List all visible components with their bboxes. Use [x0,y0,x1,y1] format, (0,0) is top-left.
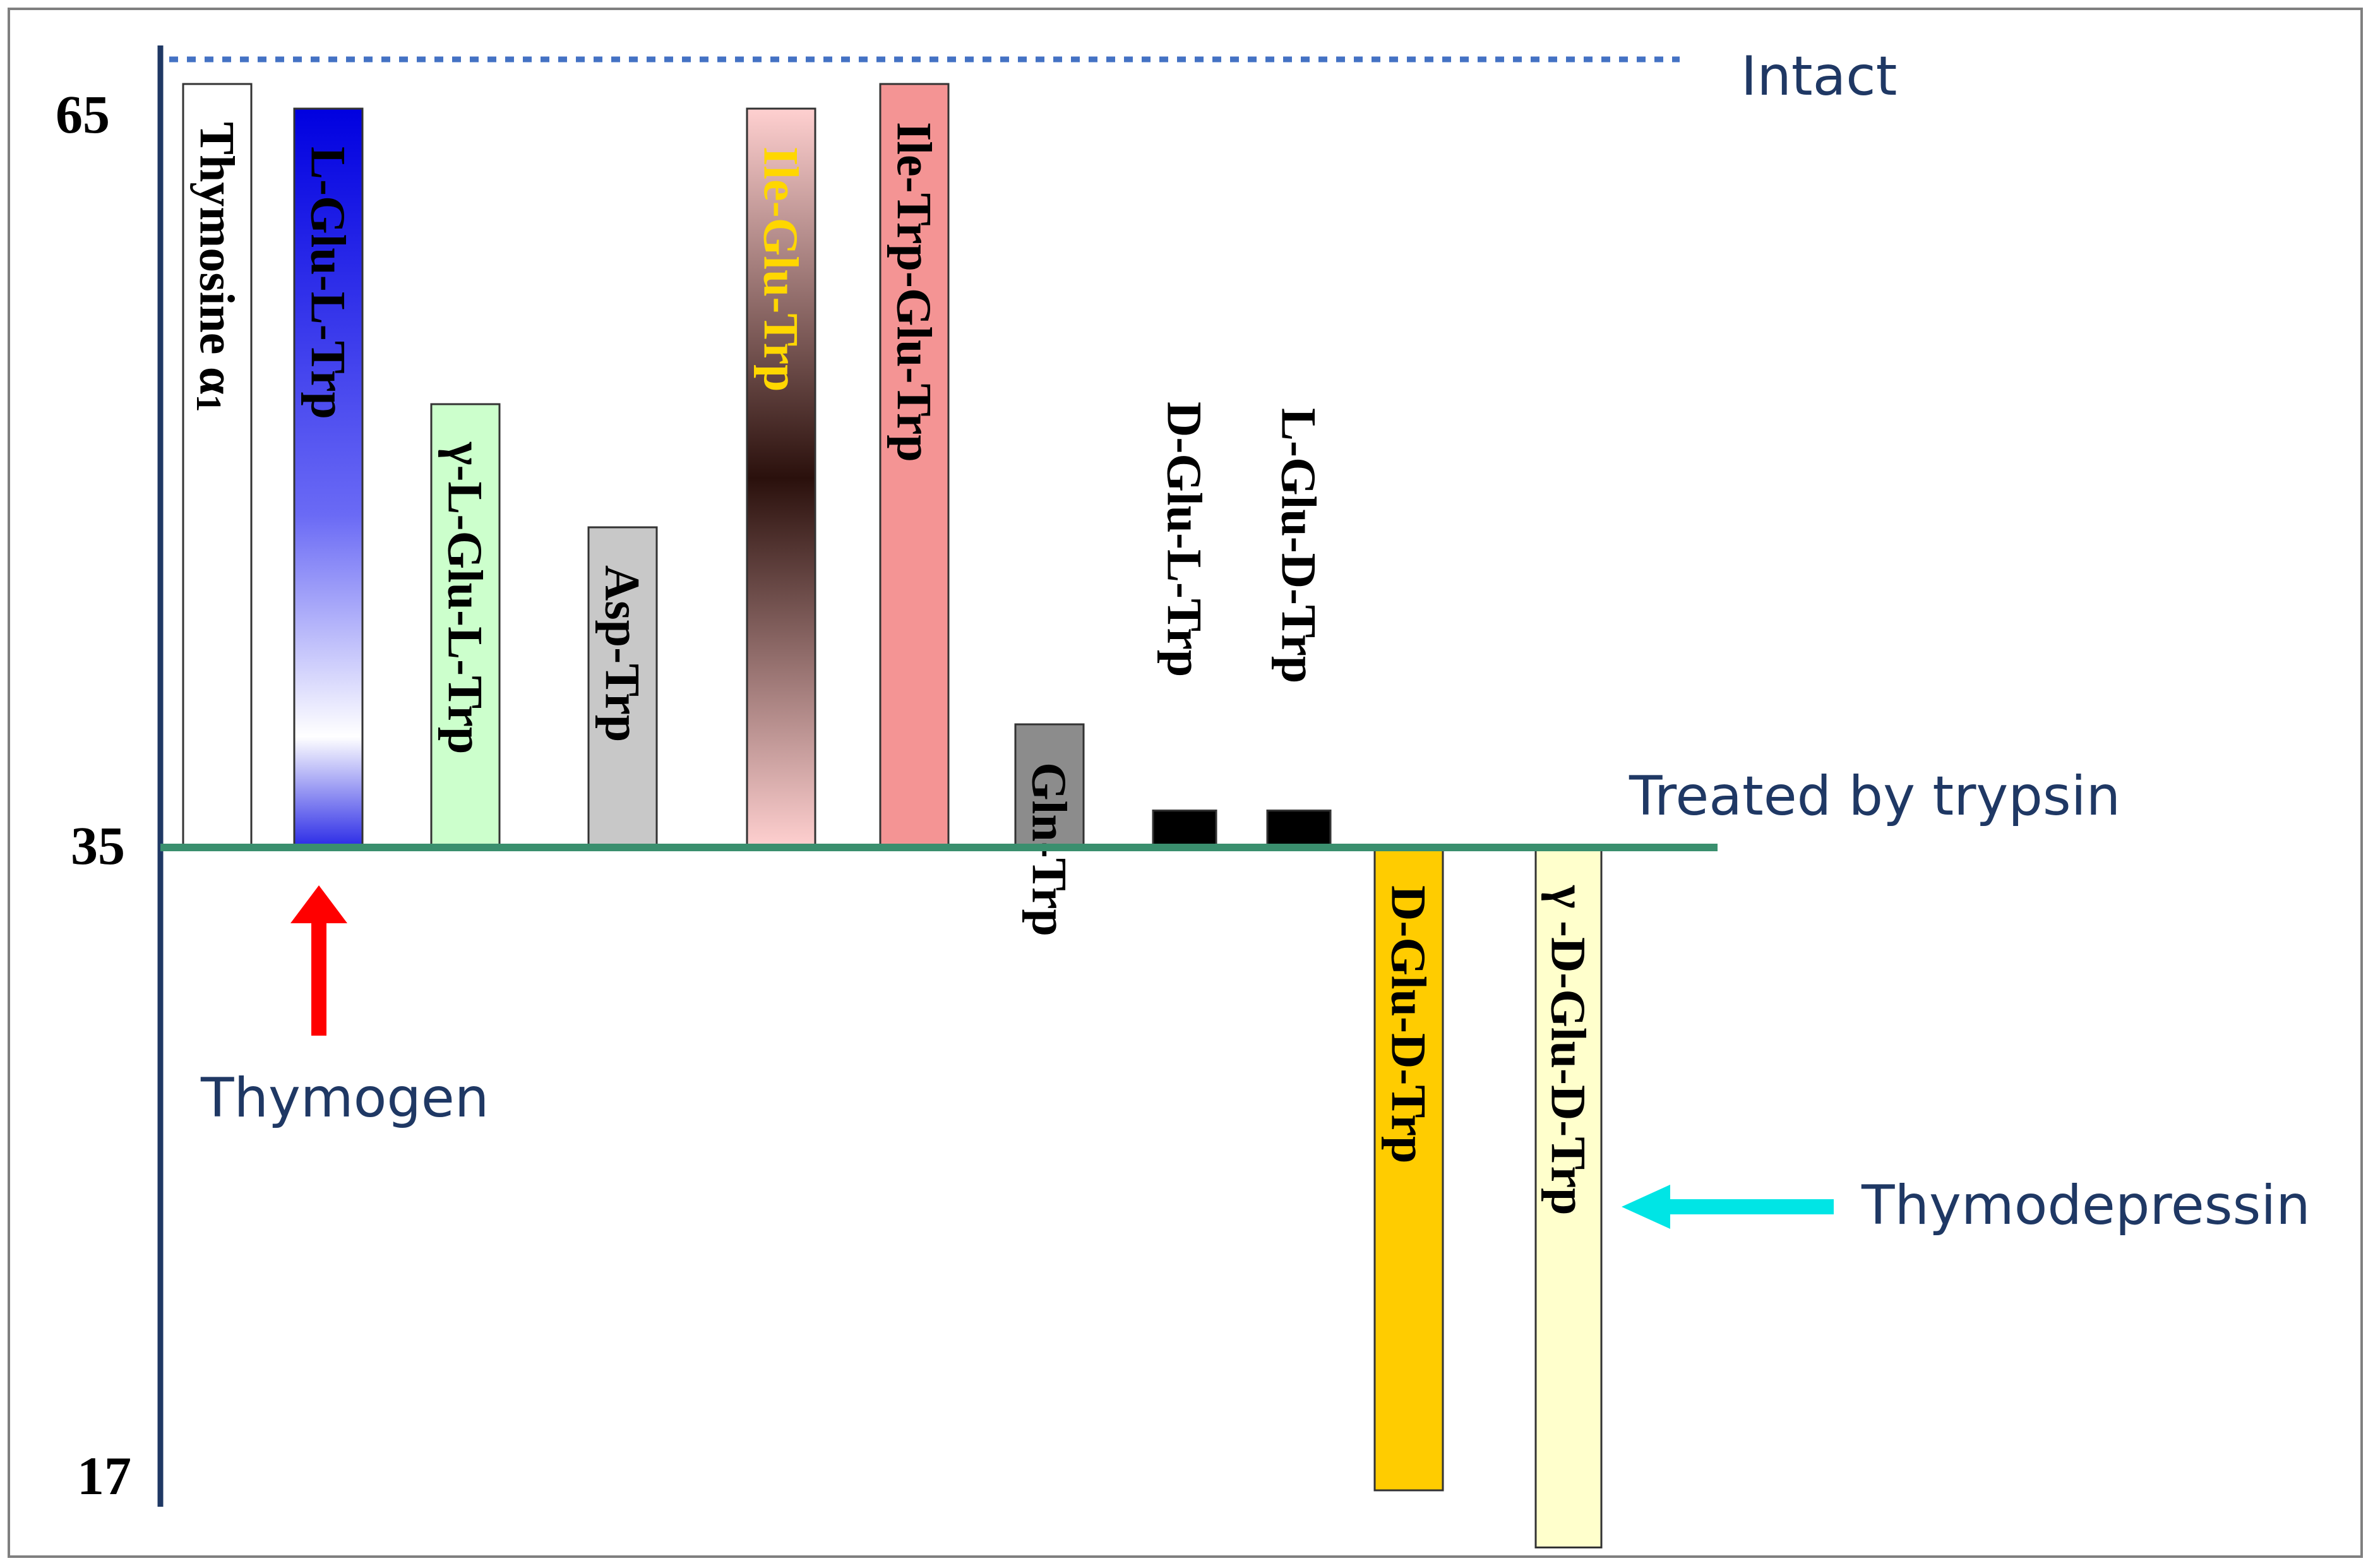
intact-label: Intact [1741,45,1897,108]
bar-label-8: L-Glu-D-Trp [1272,408,1327,683]
bar-label-2: γ-L-Glu-L-Trp [438,441,493,754]
bar-9 [1373,846,1444,1492]
thymodepressin-label: Thymodepressin [1861,1174,2310,1237]
bar-0 [182,83,253,849]
thymodepressin-arrow-icon [1622,1185,1834,1229]
bar-5 [879,83,950,849]
bar-6 [1014,723,1085,849]
bar-label-subscript: 1 [189,394,228,412]
y-tick-label-baseline: 35 [71,815,125,876]
bar-label-3: Asp-Trp [595,565,650,742]
trypsin-label: Treated by trypsin [1629,765,2120,828]
bar-7 [1152,810,1217,849]
bar-group: Thymosine α1 L-Glu-L-Trp γ-L-Glu-L-Trp Asp-… [182,83,1603,1548]
bar-label-5: Ile-Trp-Glu-Trp [887,122,942,462]
chart-frame [8,8,2363,1558]
y-tick-label-bottom: 17 [77,1445,131,1506]
bar-label-9: D-Glu-D-Trp [1382,885,1437,1164]
bar-label-0: Thymosine α1 [189,122,245,412]
bar-3 [587,526,658,849]
bar-4 [746,107,816,849]
bar-label-1: L-Glu-L-Trp [301,147,356,419]
bar-2 [430,403,501,849]
y-tick-label-top: 65 [56,84,110,145]
thymogen-label: Thymogen [200,1067,489,1130]
bar-label-4: Ile-Glu-Trp [754,147,809,392]
bar-label-7: D-Glu-L-Trp [1157,402,1212,677]
bar-8 [1266,810,1332,849]
bar-label-10: γ -D-Glu-D-Trp [1541,885,1596,1216]
thymogen-arrow-icon [290,885,347,1036]
